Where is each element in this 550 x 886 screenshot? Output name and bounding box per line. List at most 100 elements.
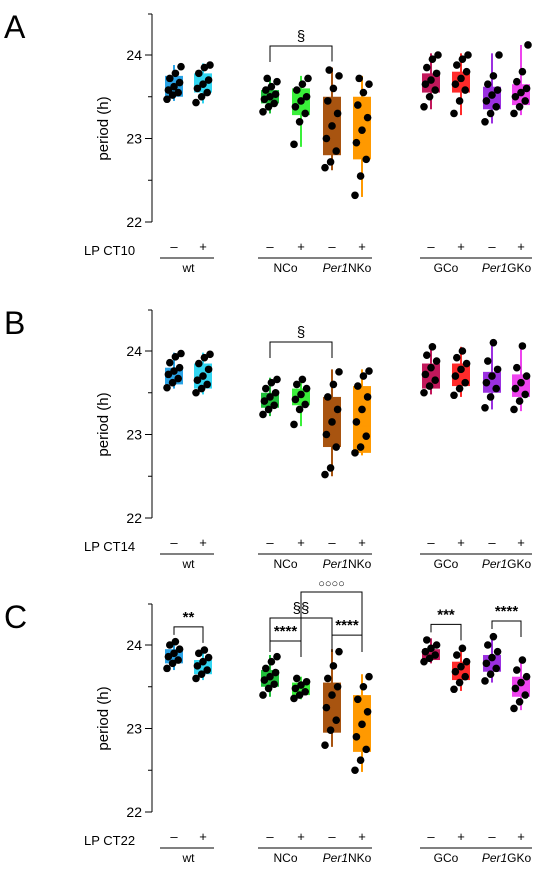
y-axis-label: period (h) bbox=[95, 96, 112, 160]
data-point bbox=[264, 684, 273, 693]
data-point bbox=[163, 383, 171, 392]
y-tick-label: 22 bbox=[126, 510, 142, 526]
data-point bbox=[482, 97, 491, 105]
data-point bbox=[359, 88, 368, 97]
data-point bbox=[166, 641, 174, 649]
box-2-0 bbox=[321, 66, 343, 172]
data-point bbox=[511, 384, 520, 393]
plus-label: + bbox=[199, 829, 207, 844]
data-point bbox=[333, 682, 342, 691]
data-point bbox=[297, 681, 305, 689]
data-point bbox=[290, 140, 298, 149]
data-point bbox=[493, 86, 502, 94]
data-point bbox=[518, 342, 527, 350]
box-1-1 bbox=[290, 74, 312, 149]
data-point bbox=[362, 432, 371, 440]
data-point bbox=[515, 397, 524, 405]
box-0-0 bbox=[163, 637, 184, 673]
data-point bbox=[262, 664, 270, 673]
data-point bbox=[259, 691, 267, 699]
y-tick-label: 23 bbox=[126, 131, 142, 147]
data-point bbox=[484, 357, 492, 365]
data-point bbox=[332, 147, 341, 155]
group-label-text: wt bbox=[182, 557, 196, 571]
data-point bbox=[298, 375, 307, 384]
data-point bbox=[461, 672, 470, 681]
data-point bbox=[326, 158, 335, 166]
data-point bbox=[297, 97, 305, 105]
group-label: Per1GKo bbox=[482, 557, 532, 571]
data-point bbox=[482, 659, 491, 668]
data-point bbox=[517, 678, 525, 687]
data-point bbox=[464, 51, 472, 59]
data-point bbox=[329, 380, 338, 389]
data-point bbox=[267, 657, 276, 666]
data-point bbox=[493, 647, 502, 656]
data-point bbox=[352, 138, 361, 147]
data-point bbox=[489, 338, 498, 347]
data-point bbox=[325, 66, 334, 74]
data-point bbox=[427, 76, 435, 84]
data-point bbox=[199, 657, 207, 666]
y-tick-label: 24 bbox=[126, 343, 142, 359]
box-3-0 bbox=[420, 636, 441, 666]
data-point bbox=[511, 684, 520, 693]
data-point bbox=[295, 405, 304, 414]
group-label: NCo bbox=[273, 261, 297, 275]
data-point bbox=[270, 99, 279, 108]
group-label-italic: Per1 bbox=[323, 261, 348, 275]
box-3-1 bbox=[450, 51, 472, 118]
data-point bbox=[262, 384, 270, 393]
plus-label: + bbox=[517, 239, 525, 254]
data-point bbox=[192, 98, 200, 107]
data-point bbox=[322, 703, 331, 712]
data-point bbox=[290, 694, 298, 703]
significance-bracket bbox=[491, 620, 522, 637]
data-point bbox=[322, 430, 331, 439]
data-point bbox=[273, 652, 281, 661]
group-label: wt bbox=[182, 851, 196, 865]
data-point bbox=[432, 357, 441, 365]
data-point bbox=[365, 80, 373, 89]
box-1-1 bbox=[290, 674, 311, 703]
data-point bbox=[192, 674, 200, 683]
group-label: Per1GKo bbox=[482, 851, 532, 865]
data-point bbox=[510, 109, 518, 118]
data-point bbox=[164, 652, 173, 661]
data-point bbox=[260, 397, 269, 405]
data-point bbox=[170, 367, 178, 375]
plus-label: + bbox=[358, 239, 366, 254]
data-point bbox=[488, 653, 496, 662]
data-point bbox=[451, 372, 460, 380]
data-point bbox=[492, 664, 501, 673]
box-0-1 bbox=[192, 61, 214, 107]
y-tick-label: 23 bbox=[126, 721, 142, 737]
box-1-0 bbox=[259, 652, 281, 699]
data-point bbox=[270, 401, 279, 410]
data-point bbox=[434, 51, 442, 59]
data-point bbox=[297, 390, 305, 399]
plus-label: + bbox=[297, 535, 305, 550]
data-point bbox=[521, 691, 529, 699]
data-point bbox=[302, 384, 311, 393]
group-label-italic: Per1 bbox=[482, 851, 507, 865]
group-label: Per1NKo bbox=[323, 851, 372, 865]
data-point bbox=[461, 86, 470, 94]
data-point bbox=[484, 80, 492, 89]
data-point bbox=[515, 697, 524, 706]
data-point bbox=[431, 86, 440, 94]
box-2-0 bbox=[321, 647, 343, 749]
data-point bbox=[489, 632, 498, 641]
group-label-text: NCo bbox=[273, 851, 297, 865]
data-point bbox=[206, 61, 214, 69]
lp-label: LP CT10 bbox=[84, 243, 135, 258]
box-0-1 bbox=[192, 350, 214, 397]
group-label-text: NCo bbox=[273, 261, 297, 275]
significance-label: **** bbox=[274, 623, 298, 640]
data-point bbox=[298, 80, 307, 89]
data-point bbox=[195, 69, 203, 78]
data-point bbox=[168, 378, 177, 387]
data-point bbox=[333, 405, 342, 414]
data-point bbox=[482, 378, 491, 387]
